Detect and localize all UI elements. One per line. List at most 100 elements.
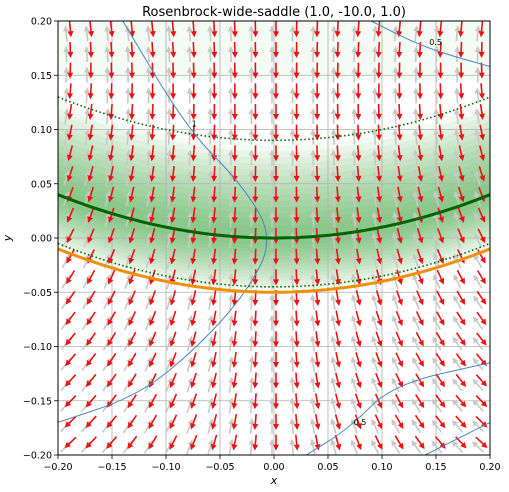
arrow-head (228, 294, 235, 301)
field-arrow-secondary (350, 294, 357, 310)
arrow-head (252, 341, 259, 348)
arrow-head (149, 113, 156, 120)
field-arrow-primary (455, 436, 467, 449)
field-arrow-secondary (186, 356, 194, 372)
arrow-head (459, 318, 466, 326)
arrow-shaft (435, 394, 444, 406)
arrow-head (84, 149, 91, 157)
field-arrow-primary (374, 435, 383, 450)
arrow-head (356, 402, 362, 409)
arrow-head (227, 190, 234, 197)
arrow-head (471, 441, 479, 448)
field-arrow-secondary (289, 397, 296, 414)
field-arrow-primary (211, 41, 218, 58)
arrow-head (227, 149, 234, 156)
field-arrow-secondary (63, 108, 70, 125)
arrow-shaft (150, 352, 157, 364)
arrow-head (334, 113, 341, 120)
arrow-head (371, 46, 378, 53)
field-arrow-primary (374, 414, 383, 430)
arrow-head (371, 252, 378, 260)
field-arrow-secondary (289, 273, 296, 290)
arrow-shaft (331, 442, 337, 455)
arrow-head (293, 361, 300, 368)
field-arrow-primary (335, 372, 342, 389)
arrow-head (64, 441, 71, 449)
field-arrow-primary (436, 248, 445, 265)
arrow-head (248, 397, 255, 404)
arrow-head (376, 401, 383, 409)
arrow-head (396, 196, 403, 203)
field-arrow-primary (273, 186, 279, 203)
field-arrow-secondary (145, 128, 152, 145)
arrow-head (104, 108, 111, 115)
field-arrow-secondary (289, 438, 296, 455)
field-arrow-secondary (471, 441, 485, 453)
arrow-head (207, 46, 214, 53)
field-arrow-primary (355, 207, 362, 224)
field-arrow-primary (190, 248, 197, 265)
arrow-head (190, 422, 196, 430)
field-arrow-primary (211, 62, 218, 79)
field-arrow-primary (66, 124, 73, 141)
field-arrow-primary (334, 62, 341, 79)
field-arrow-secondary (412, 253, 420, 269)
arrow-head (248, 170, 255, 177)
arrow-shaft (455, 215, 461, 228)
field-arrow-secondary (473, 295, 483, 310)
arrow-head (128, 113, 135, 120)
curve-valley (58, 193, 490, 240)
arrow-head (375, 72, 382, 79)
field-arrow-secondary (269, 418, 275, 434)
field-arrow-secondary (371, 252, 378, 269)
arrow-head (207, 128, 214, 135)
arrow-shaft (171, 310, 177, 323)
arrow-head (314, 155, 321, 162)
arrow-head (453, 232, 460, 240)
arrow-head (438, 257, 445, 265)
field-arrow-primary (293, 331, 300, 348)
field-arrow-secondary (309, 397, 316, 414)
field-arrow-secondary (289, 149, 296, 166)
arrow-head (63, 149, 70, 157)
arrow-head (351, 87, 358, 94)
arrow-head (207, 211, 214, 218)
field-arrow-secondary (248, 66, 255, 83)
field-arrow-primary (293, 310, 300, 327)
arrow-head (293, 341, 300, 348)
field-arrow-secondary (248, 25, 255, 42)
field-arrow-secondary (330, 397, 337, 414)
arrow-shaft (207, 442, 213, 455)
arrow-head (269, 252, 275, 259)
arrow-head (418, 442, 425, 450)
arrow-head (231, 113, 238, 120)
arrow-head (376, 175, 383, 182)
arrow-shaft (433, 360, 442, 372)
field-arrow-primary (293, 62, 300, 79)
field-arrow-secondary (166, 232, 173, 248)
arrow-head (124, 46, 131, 53)
arrow-shaft (69, 83, 72, 96)
arrow-head (452, 336, 459, 344)
field-arrow-primary (149, 248, 156, 265)
field-arrow-primary (252, 103, 259, 120)
field-arrow-secondary (310, 190, 317, 207)
arrow-head (459, 298, 466, 305)
arrow-head (289, 273, 296, 280)
arrow-head (66, 215, 73, 223)
arrow-head (397, 278, 403, 285)
arrow-head (330, 211, 337, 218)
arrow-head (350, 273, 357, 280)
field-arrow-primary (273, 207, 279, 224)
arrow-shaft (209, 153, 212, 166)
arrow-head (412, 170, 419, 177)
arrow-shaft (171, 41, 175, 55)
arrow-head (293, 382, 300, 389)
arrow-head (330, 170, 337, 177)
arrow-shaft (167, 173, 171, 187)
field-arrow-secondary (207, 294, 214, 311)
arrow-shaft (151, 186, 155, 199)
arrow-head (231, 31, 238, 38)
field-arrow-primary (128, 269, 136, 285)
arrow-shaft (192, 186, 196, 199)
